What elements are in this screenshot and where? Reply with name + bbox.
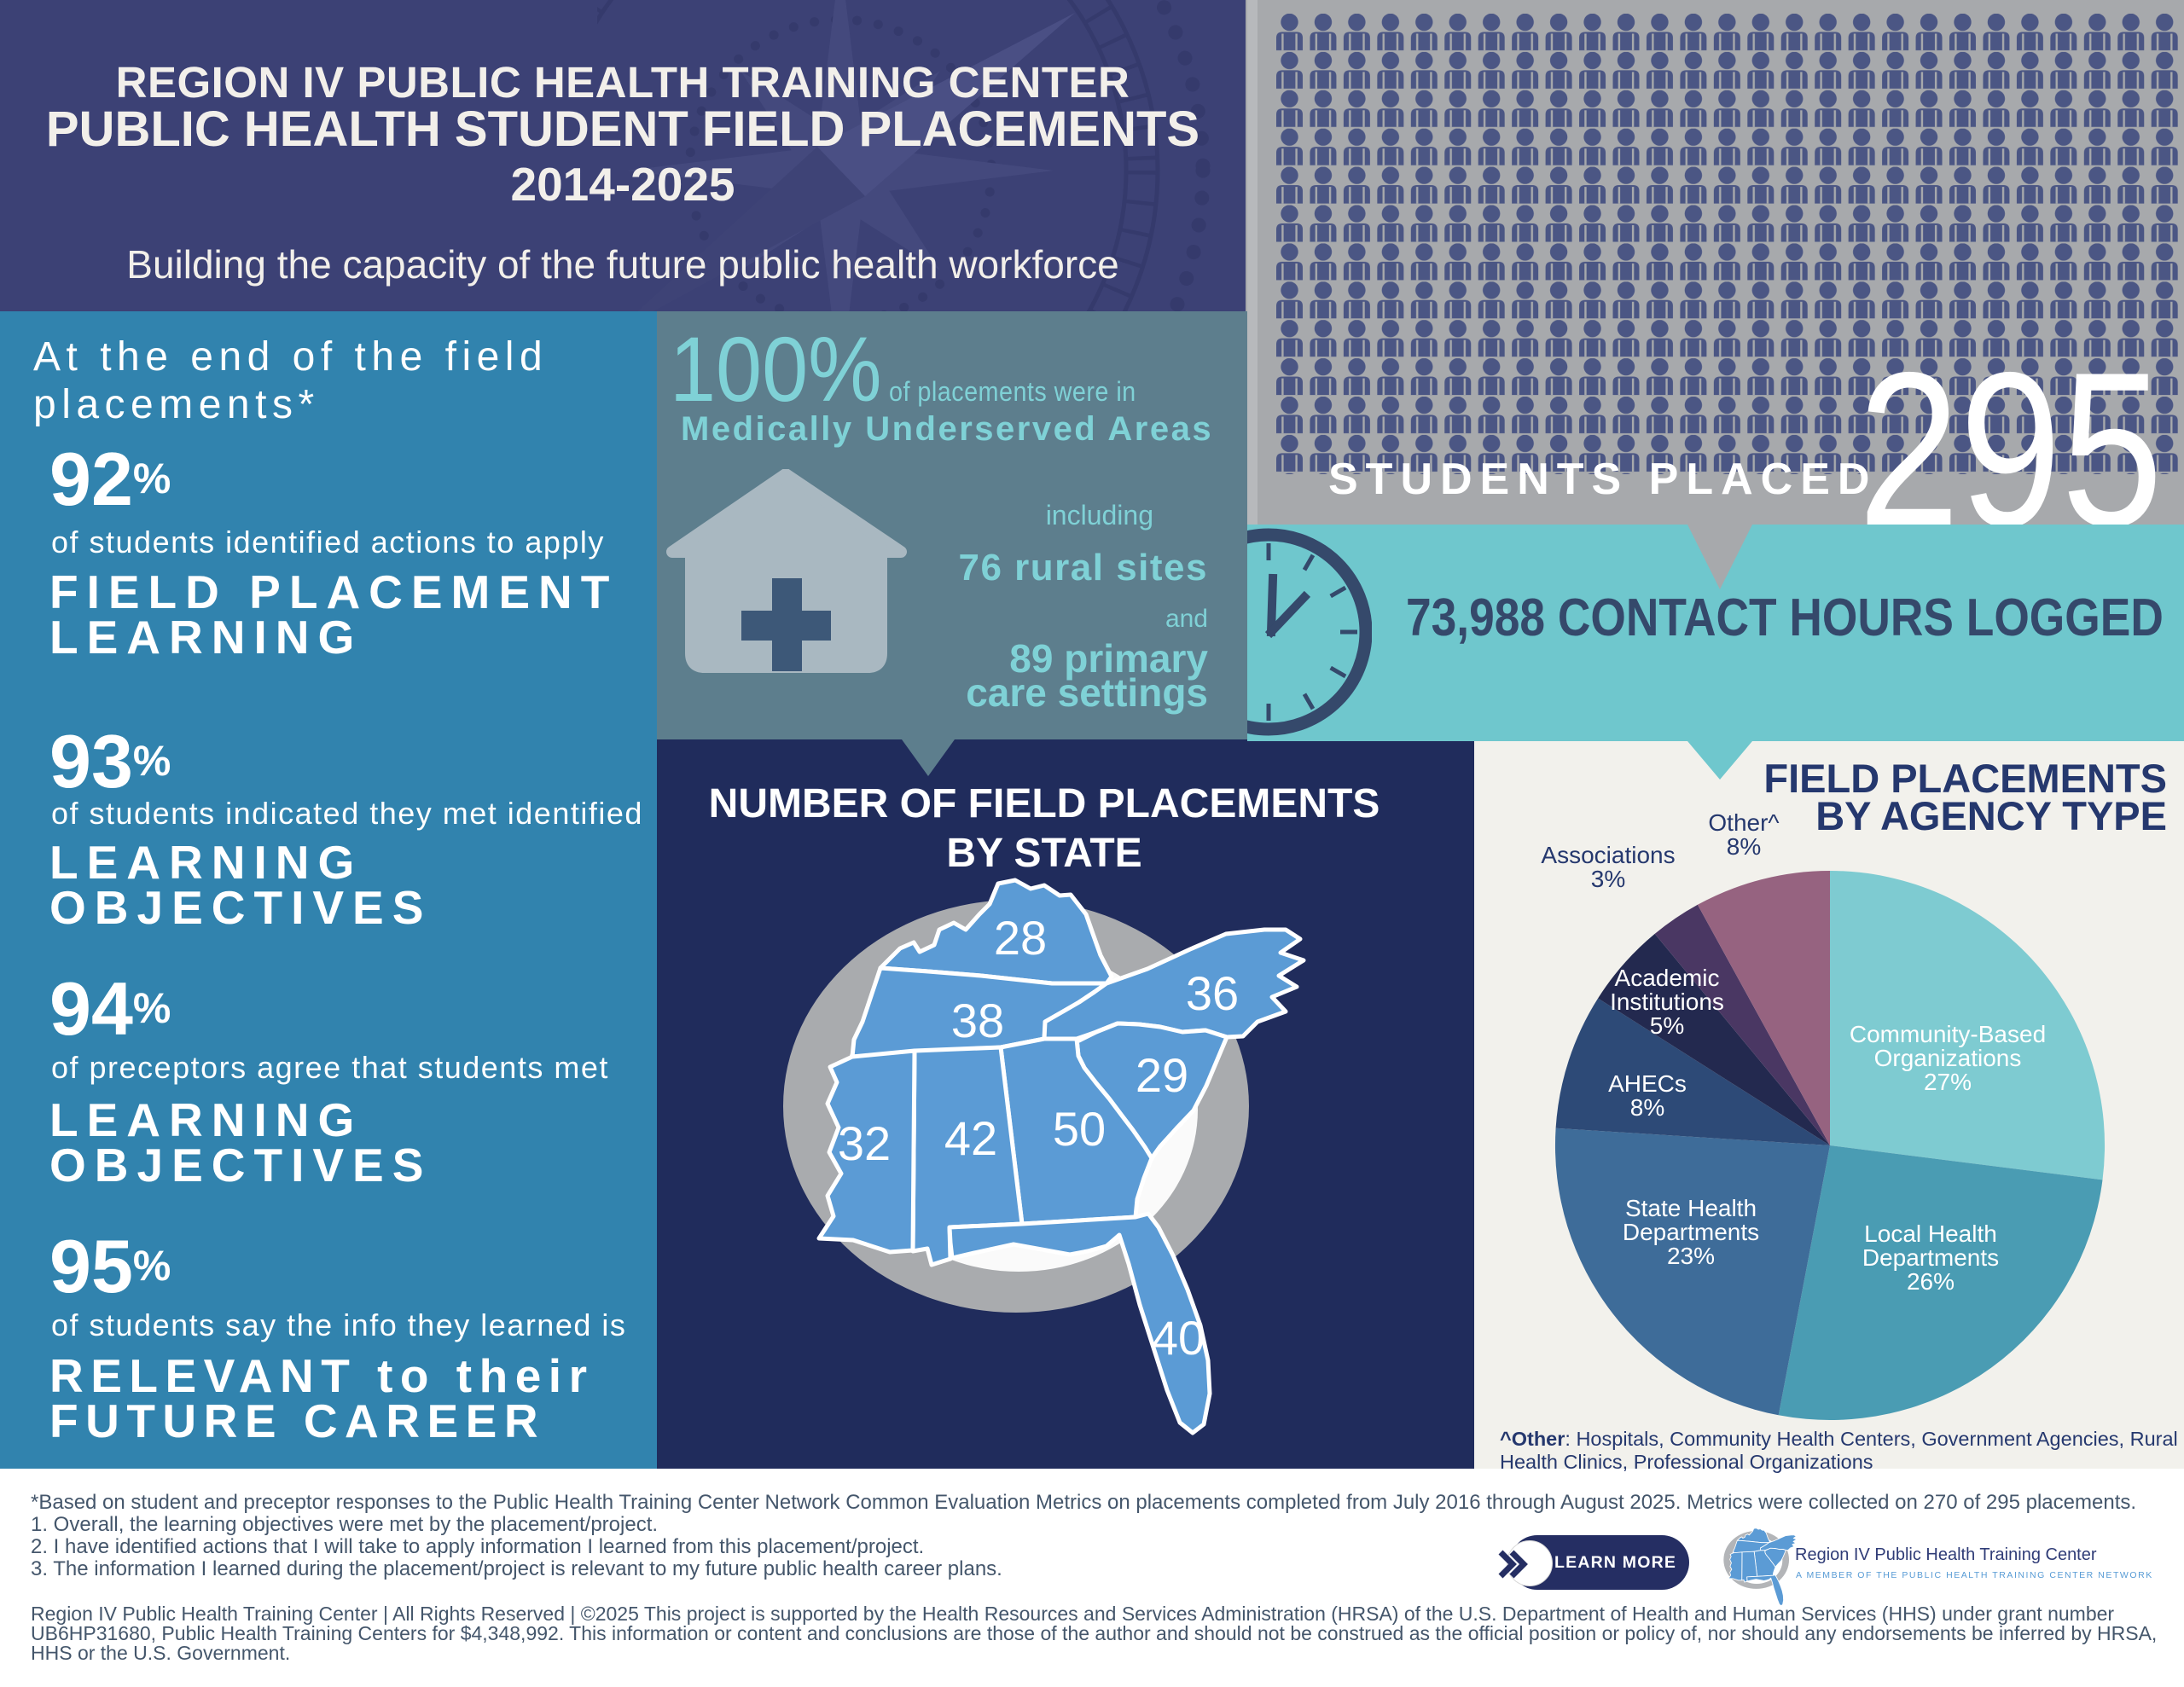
svg-text:50: 50 bbox=[1053, 1102, 1106, 1156]
svg-text:29: 29 bbox=[1136, 1048, 1188, 1102]
svg-text:32: 32 bbox=[838, 1116, 891, 1170]
svg-text:28: 28 bbox=[994, 911, 1047, 965]
svg-text:38: 38 bbox=[951, 994, 1004, 1047]
svg-text:42: 42 bbox=[944, 1111, 997, 1165]
svg-text:36: 36 bbox=[1186, 966, 1239, 1020]
svg-text:40: 40 bbox=[1152, 1311, 1205, 1365]
